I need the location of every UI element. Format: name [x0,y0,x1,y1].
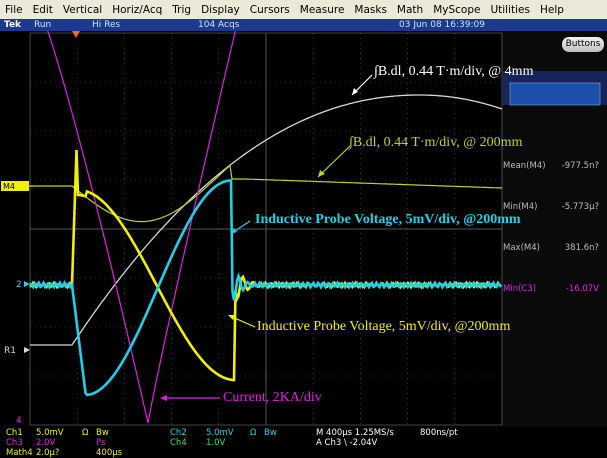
current-annotation: Current, 2KA/div [223,390,322,405]
menu-trig[interactable]: Trig [172,3,192,16]
svg-text:R1: R1 [4,346,16,356]
trigger-position-icon[interactable] [72,31,80,38]
ch2-termination: Ω [250,428,257,438]
brand-label: Tek [4,20,22,30]
magenta-trace [47,31,236,424]
date-time: 03 Jun 08 16:39:09 [399,20,485,30]
measurement-min-m4: Min(M4) -5.773µ? [503,202,599,212]
ch2-bandwidth: Bw [264,428,277,438]
svg-text:4: 4 [16,416,22,426]
math4-scale[interactable]: 2.0µ? [36,448,60,458]
menu-file[interactable]: File [5,3,23,16]
trigger-readout[interactable]: A Ch3 \ -2.04V [316,438,378,448]
arrow-bdl-200mm [317,145,351,178]
ch3-scale[interactable]: 2.0V [36,438,56,448]
m4-marker[interactable]: M4 [1,181,34,191]
ch4-scale[interactable]: 1.0V [206,438,226,448]
menu-math[interactable]: Math [396,3,424,16]
probe-cyan-annotation: Inductive Probe Voltage, 5mV/div, @200mm [255,212,521,227]
math4-label[interactable]: Math4 [6,448,33,458]
ch2-label[interactable]: Ch2 [170,428,187,438]
measurement-min-c3: Min(C3) -16.07V [503,284,599,294]
bdl-200mm-annotation: ∫B.dl, 0.44 T·m/div, @ 200mm [349,135,523,150]
menu-vertical[interactable]: Vertical [62,3,103,16]
acq-mode: Hi Res [92,20,121,30]
bdl-4mm-annotation: ∫B.dl, 0.44 T·m/div, @ 4mm [374,64,534,79]
timebase-readout[interactable]: M 400µs 1.25MS/s [316,428,394,438]
ch4-label[interactable]: Ch4 [170,438,187,448]
ch2-marker[interactable]: 2 [16,280,30,290]
measurement-max-m4: Max(M4) 381.6n? [503,243,599,253]
ch1-bandwidth: Bw [96,428,109,438]
ch4-marker[interactable]: 4 [16,416,22,426]
status-bar: Tek Run Hi Res 104 Acqs 03 Jun 08 16:39:… [0,19,607,31]
waveform-display[interactable]: M4 2 R1 4 ∫B.dl, 0.44 T·m/div, @ 4mm ∫B.… [0,31,607,427]
channel-readout: Ch1 5.0mV Ω Bw Ch3 2.0V Ps Math4 2.0µ? 4… [0,427,607,458]
svg-text:M4: M4 [3,182,15,191]
lime-trace [30,164,503,223]
menu-utilities[interactable]: Utilities [490,3,530,16]
acq-count: 104 Acqs [198,20,240,30]
ch3-label[interactable]: Ch3 [6,438,23,448]
menu-display[interactable]: Display [201,3,240,16]
cyan-trace [29,179,503,397]
probe-yellow-annotation: Inductive Probe Voltage, 5mV/div, @200mm [257,319,511,334]
ch2-scale[interactable]: 5.0mV [206,428,234,438]
white-trace [30,94,503,346]
run-state[interactable]: Run [34,20,52,30]
record-length: 800ns/pt [420,428,458,438]
menu-edit[interactable]: Edit [32,3,53,16]
svg-text:2: 2 [16,280,22,290]
ch1-termination: Ω [82,428,89,438]
r1-marker[interactable]: R1 [4,346,30,356]
menu-cursors[interactable]: Cursors [249,3,290,16]
ch1-scale[interactable]: 5.0mV [36,428,64,438]
menu-measure[interactable]: Measure [299,3,345,16]
buttons-button[interactable]: Buttons [562,37,604,52]
math4-time: 400µs [96,448,123,458]
menu-myscope[interactable]: MyScope [433,3,481,16]
measurement-mean-m4: Mean(M4) -977.5n? [503,161,599,171]
menu-horiz-acq[interactable]: Horiz/Acq [112,3,163,16]
menu-masks[interactable]: Masks [354,3,387,16]
ch3-probe: Ps [96,438,106,448]
menu-bar: File Edit Vertical Horiz/Acq Trig Display Curs… [0,0,607,20]
menu-help[interactable]: Help [539,3,564,16]
ch1-label[interactable]: Ch1 [6,428,23,438]
